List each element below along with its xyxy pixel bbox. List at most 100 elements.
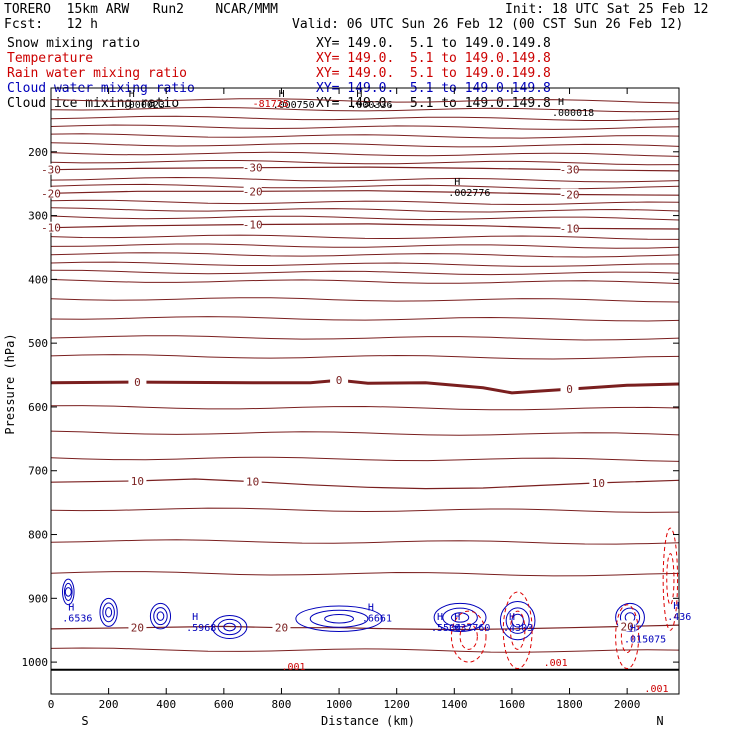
extremum-marker: H: [454, 177, 460, 188]
isotherm-label-bg: [243, 475, 262, 487]
cloud-water-contour: [505, 607, 530, 634]
isotherm-line: [50, 176, 680, 183]
legend-temperature: Temperature: [7, 51, 94, 66]
rain-water-contour: [450, 610, 487, 663]
isotherm-line: [50, 297, 680, 303]
y-tick-label: 900: [28, 592, 48, 605]
x-tick-label: 400: [156, 698, 176, 711]
isotherm--30: [50, 166, 680, 172]
y-tick-label: 500: [28, 337, 48, 350]
isotherm--10: [50, 223, 680, 230]
rain-water-contour: [459, 623, 478, 650]
north-label: N: [656, 714, 663, 728]
isotherm-line: [50, 98, 680, 104]
cloud-water-contour: [295, 605, 383, 632]
isotherm-label-bg: [560, 383, 579, 395]
extremum-value: .037760: [448, 623, 490, 634]
legend-snow-xy: XY= 149.0. 5.1 to 149.0.149.8: [316, 36, 551, 51]
isotherm-label: 0: [336, 374, 343, 387]
cloud-water-contour: [499, 601, 536, 641]
extremum-marker: H: [68, 602, 74, 613]
extremum-marker: H: [279, 89, 285, 100]
isotherm-label-bg: [589, 476, 608, 488]
cloud-water-contour: [217, 618, 242, 636]
y-tick-label: 200: [28, 146, 48, 159]
extremum-marker: H: [454, 612, 460, 623]
isotherm-line: [50, 207, 680, 213]
extremum-marker: H: [192, 612, 198, 623]
isotherm-line: [50, 335, 680, 341]
isotherm-line: [50, 647, 680, 653]
cloud-water-contour: [615, 602, 645, 632]
extremum-marker: H: [558, 97, 564, 108]
isotherm-label: -20: [41, 187, 61, 200]
isotherm-line: [50, 133, 680, 139]
x-tick-label: 1600: [499, 698, 526, 711]
isotherm-label: -30: [243, 162, 263, 175]
extremum-marker: H: [509, 612, 515, 623]
cloud-water-contour: [223, 622, 236, 632]
isotherm-line: [50, 115, 680, 121]
isotherm-line: [50, 215, 680, 221]
x-tick-label: 1400: [441, 698, 468, 711]
isotherm-label: -20: [560, 189, 580, 202]
minor-contour-label: .001: [644, 684, 668, 695]
isotherm-line: [50, 234, 680, 240]
isotherm-label: -10: [41, 222, 61, 235]
y-tick-label: 1000: [22, 656, 49, 669]
isotherm-label: 20: [621, 620, 634, 633]
x-tick-label: 1800: [556, 698, 583, 711]
cloud-water-contour: [102, 602, 115, 623]
x-tick-label: 800: [272, 698, 292, 711]
isotherm-label: 0: [134, 376, 141, 389]
isotherm-line: [50, 243, 680, 249]
isotherm-20: [50, 624, 680, 631]
isotherm--20: [50, 190, 680, 196]
extremum-value: .000750: [273, 100, 315, 111]
cloud-water-contour: [64, 587, 72, 597]
isotherm-label-bg: [330, 374, 349, 386]
minor-contour-label: .001: [544, 658, 568, 669]
x-tick-label: 0: [48, 698, 55, 711]
isotherm-label-bg: [243, 161, 262, 173]
rain-water-contour: [662, 527, 679, 631]
y-tick-label: 600: [28, 401, 48, 414]
cloud-water-contour: [105, 607, 113, 618]
isotherm-line: [50, 279, 680, 284]
cloud-water-contour: [99, 597, 118, 627]
x-tick-label: 1000: [326, 698, 353, 711]
extremum-value: .000336: [350, 100, 392, 111]
isotherm-line: [50, 199, 680, 206]
isotherm-label: 10: [592, 477, 605, 490]
isotherm-label: 20: [131, 622, 144, 635]
isotherm-line: [50, 269, 680, 276]
isotherm-line: [50, 124, 680, 130]
isotherm-line: [50, 507, 680, 513]
isotherm-line: [50, 252, 680, 258]
isotherm-label: 10: [246, 476, 259, 489]
extremum-value: .015075: [624, 634, 666, 645]
extremum-value: .436: [667, 612, 691, 623]
extremum-value: .000018: [552, 108, 594, 119]
valid-time: Valid: 06 UTC Sun 26 Feb 12 (00 CST Sun …: [292, 17, 684, 32]
extremum-value: .6661: [362, 613, 392, 624]
isotherm-label-bg: [42, 221, 60, 233]
extremum-value: .4303: [503, 623, 533, 634]
isotherm-label: -10: [560, 222, 580, 235]
rain-water-contour: [502, 591, 533, 669]
isotherm-line: [50, 160, 680, 166]
isotherm-label: -20: [243, 185, 263, 198]
x-tick-label: 1200: [383, 698, 410, 711]
legend-snow: Snow mixing ratio: [7, 36, 141, 51]
isotherm-line: [50, 539, 680, 545]
isotherm-line: [50, 571, 680, 577]
forecast-hour: Fcst: 12 h: [4, 17, 98, 32]
extremum-marker: H: [368, 602, 374, 613]
cloud-water-contour: [433, 602, 487, 632]
isotherm-label-bg: [560, 188, 579, 200]
isotherm-label-bg: [42, 163, 60, 175]
rain-water-contour: [620, 620, 634, 654]
isotherm-label-bg: [243, 185, 262, 197]
legend-temperature-xy: XY= 149.0. 5.1 to 149.0.149.8: [316, 51, 551, 66]
